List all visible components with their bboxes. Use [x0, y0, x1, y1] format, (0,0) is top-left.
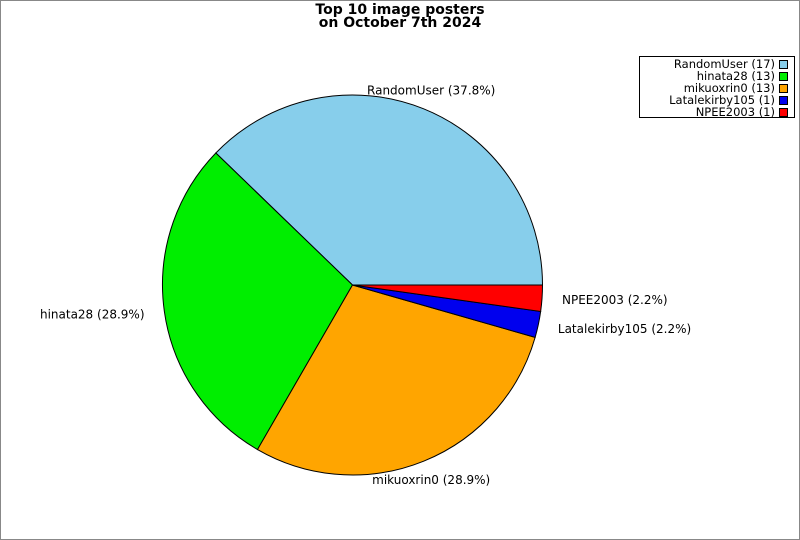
chart-title-line1: Top 10 image posters	[315, 2, 485, 18]
legend-label: Latalekirby105 (1)	[669, 93, 775, 107]
legend-item-hinata28: hinata28 (13)	[642, 70, 788, 82]
pie-slice-NPEE2003	[352, 284, 544, 313]
legend-color-swatch	[779, 95, 788, 105]
legend-item-NPEE2003: NPEE2003 (1)	[642, 106, 788, 118]
slice-label-NPEE2003: NPEE2003 (2.2%)	[562, 293, 668, 307]
chart-title-line2: on October 7th 2024	[318, 15, 482, 31]
legend-item-Latalekirby105: Latalekirby105 (1)	[642, 94, 788, 106]
slice-label-mikuoxrin0: mikuoxrin0 (28.9%)	[372, 473, 490, 487]
legend-item-mikuoxrin0: mikuoxrin0 (13)	[642, 82, 788, 94]
legend-label: hinata28 (13)	[696, 69, 775, 83]
slice-label-hinata28: hinata28 (28.9%)	[40, 307, 145, 321]
legend-color-swatch	[779, 71, 788, 81]
slice-label-RandomUser: RandomUser (37.8%)	[367, 84, 495, 98]
legend-label: mikuoxrin0 (13)	[683, 81, 775, 95]
pie-slice-hinata28	[162, 152, 354, 451]
legend-label: NPEE2003 (1)	[695, 105, 775, 119]
legend-label: RandomUser (17)	[673, 57, 775, 71]
slice-label-Latalekirby105: Latalekirby105 (2.2%)	[558, 322, 691, 336]
legend-color-swatch	[779, 107, 788, 117]
pie-slice-mikuoxrin0	[256, 284, 536, 476]
chart-title: Top 10 image posters on October 7th 2024	[1, 2, 799, 31]
legend-color-swatch	[779, 59, 788, 69]
legend-color-swatch	[779, 83, 788, 93]
legend-box: RandomUser (17) hinata28 (13) mikuoxrin0 (…	[639, 56, 795, 118]
pie-slice-RandomUser	[215, 94, 544, 286]
legend-item-RandomUser: RandomUser (17)	[642, 58, 788, 70]
